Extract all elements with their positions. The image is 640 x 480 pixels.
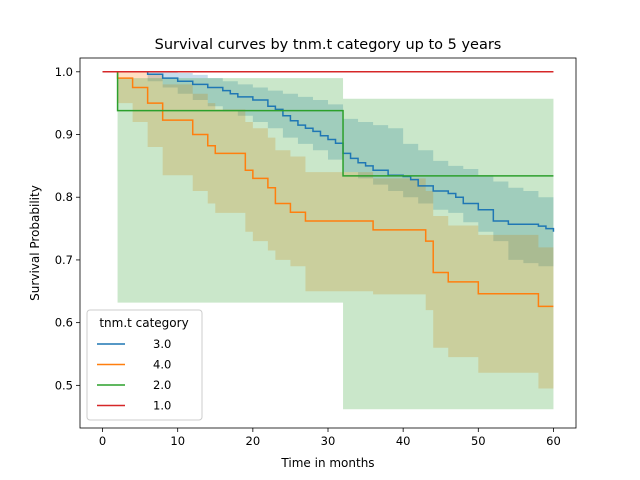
- survival-line-3.0: [102, 71, 555, 232]
- legend-label-2.0: 2.0: [153, 378, 171, 392]
- x-tick-label: 50: [471, 434, 486, 448]
- y-tick-label: 0.9: [55, 128, 73, 142]
- legend-label-3.0: 3.0: [153, 337, 171, 351]
- legend-label-4.0: 4.0: [153, 358, 171, 372]
- x-tick-label: 0: [99, 434, 106, 448]
- y-tick-label: 0.7: [55, 253, 73, 267]
- x-tick-label: 10: [170, 434, 185, 448]
- x-tick-label: 20: [246, 434, 261, 448]
- x-tick-label: 30: [321, 434, 336, 448]
- axes: 0 10 20 30 40 50 60 0.5 0.6 0.7 0.8 0.9 1.0: [55, 57, 577, 448]
- x-tick-label: 60: [546, 434, 561, 448]
- y-tick-label: 1.0: [55, 65, 73, 79]
- y-axis-label: Survival Probability: [28, 185, 42, 301]
- legend-box: [86, 309, 203, 421]
- x-tick-label: 40: [396, 434, 411, 448]
- y-tick-label: 0.5: [55, 378, 73, 392]
- survival-lines: [102, 71, 555, 308]
- confidence-band-2.0: [102, 71, 554, 410]
- legend-label-1.0: 1.0: [153, 399, 171, 413]
- chart-title: Survival curves by tnm.t category up to …: [155, 37, 502, 53]
- y-tick-label: 0.6: [55, 316, 73, 330]
- legend-title: tnm.t category: [99, 316, 188, 330]
- legend: tnm.t category 3.0 4.0 2.0 1.0: [86, 309, 203, 421]
- survival-line-4.0: [102, 71, 554, 308]
- y-tick-label: 0.8: [55, 190, 73, 204]
- x-axis-label: Time in months: [280, 456, 374, 470]
